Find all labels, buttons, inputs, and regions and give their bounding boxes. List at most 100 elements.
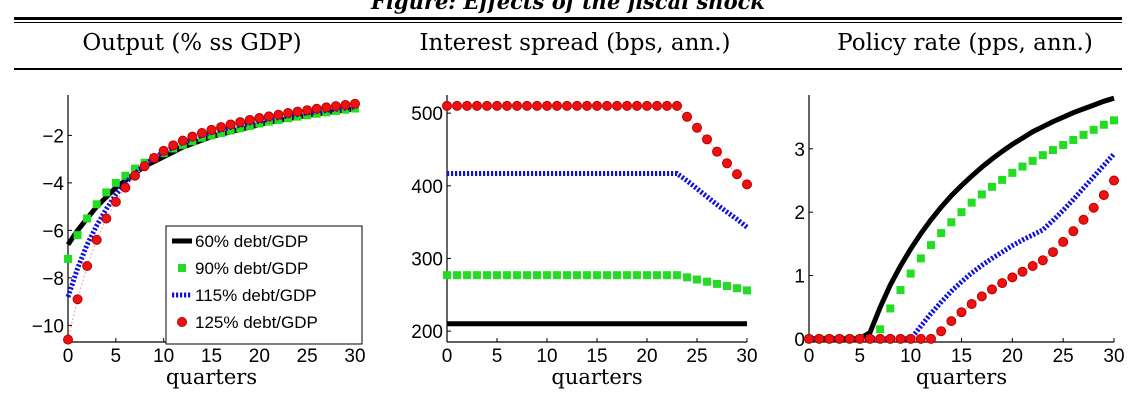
data-point bbox=[927, 241, 935, 250]
data-point bbox=[876, 325, 885, 334]
data-point bbox=[582, 100, 592, 111]
data-point bbox=[462, 100, 472, 111]
legend-entry-label: 60% debt/GDP bbox=[195, 232, 308, 251]
x-tick-label: 10 bbox=[153, 346, 174, 367]
data-point bbox=[236, 124, 245, 133]
x-tick-label: 15 bbox=[586, 346, 607, 367]
x-tick-label: 0 bbox=[442, 346, 453, 367]
data-point bbox=[1049, 146, 1057, 155]
data-point bbox=[673, 271, 681, 280]
data-point bbox=[703, 277, 711, 286]
data-point bbox=[1078, 214, 1089, 225]
data-point bbox=[523, 271, 531, 280]
data-point bbox=[492, 100, 502, 111]
data-point bbox=[92, 200, 101, 209]
data-point bbox=[865, 333, 875, 344]
data-point bbox=[713, 279, 721, 288]
data-point bbox=[1069, 135, 1078, 144]
header-bottom-rule bbox=[14, 68, 1122, 70]
x-tick-label: 25 bbox=[686, 346, 707, 367]
data-point bbox=[603, 271, 611, 280]
data-point bbox=[956, 307, 967, 318]
data-point bbox=[844, 333, 855, 344]
y-tick-label: 2 bbox=[794, 203, 805, 224]
data-point bbox=[937, 229, 946, 238]
data-point bbox=[452, 100, 462, 111]
data-point bbox=[129, 170, 140, 181]
x-tick-label: 5 bbox=[492, 346, 503, 367]
data-point bbox=[723, 282, 731, 291]
data-point bbox=[572, 100, 582, 111]
data-point bbox=[875, 333, 886, 344]
x-tick-label: 20 bbox=[636, 346, 657, 367]
data-point bbox=[854, 333, 865, 344]
legend-entry-label: 125% debt/GDP bbox=[195, 313, 318, 332]
chart-panel-1: 0 5 10 15 20 25 30 200 300 400 500 quarters bbox=[411, 95, 758, 389]
data-point bbox=[168, 140, 179, 151]
figure-heading-text: Figure: Effects of the fiscal shock bbox=[371, 0, 765, 14]
data-point bbox=[593, 271, 601, 280]
data-point bbox=[532, 100, 542, 111]
data-point bbox=[64, 254, 72, 263]
data-point bbox=[573, 271, 581, 280]
y-tick-label: −4 bbox=[42, 174, 64, 195]
data-point bbox=[463, 271, 471, 280]
data-point bbox=[120, 182, 131, 193]
legend: 60% debt/GDP 90% debt/GDP 115% debt/GDP 125… bbox=[165, 225, 363, 345]
data-point bbox=[482, 100, 492, 111]
legend-swatch bbox=[177, 317, 187, 327]
legend-entry-label: 115% debt/GDP bbox=[195, 286, 317, 305]
top-rule-thick bbox=[14, 17, 1122, 20]
data-point bbox=[632, 100, 642, 111]
data-point bbox=[1048, 247, 1058, 258]
data-point bbox=[91, 234, 102, 245]
data-point bbox=[283, 108, 294, 119]
data-point bbox=[1058, 236, 1069, 247]
data-point bbox=[149, 152, 160, 163]
data-point bbox=[592, 100, 602, 111]
data-point bbox=[1018, 162, 1027, 171]
data-point bbox=[177, 135, 188, 146]
data-point bbox=[1068, 226, 1079, 237]
series-3 bbox=[63, 98, 360, 345]
y-tick-label: −8 bbox=[42, 269, 64, 290]
data-point bbox=[284, 114, 293, 123]
data-point bbox=[562, 100, 572, 111]
series-line bbox=[447, 171, 749, 230]
series-line bbox=[809, 95, 1115, 342]
y-tick-label: 0 bbox=[794, 330, 805, 351]
y-tick-label: 3 bbox=[794, 140, 805, 161]
x-axis-title: quarters bbox=[916, 365, 1007, 389]
panel-title-output: Output (% ss GDP) bbox=[82, 30, 302, 56]
data-point bbox=[542, 100, 552, 111]
data-point bbox=[217, 129, 226, 137]
data-point bbox=[692, 122, 702, 133]
data-point bbox=[1037, 255, 1048, 266]
data-point bbox=[733, 284, 741, 293]
data-point bbox=[946, 316, 957, 327]
data-point bbox=[693, 275, 701, 284]
data-point bbox=[936, 326, 947, 337]
data-point bbox=[563, 271, 571, 280]
data-point bbox=[302, 105, 313, 116]
data-point bbox=[472, 100, 482, 111]
data-point bbox=[722, 158, 732, 169]
data-point bbox=[235, 117, 246, 128]
data-point bbox=[101, 213, 112, 224]
data-point bbox=[63, 334, 73, 345]
data-point bbox=[804, 333, 814, 344]
data-point bbox=[158, 145, 169, 156]
data-point bbox=[83, 214, 92, 223]
data-point bbox=[663, 271, 671, 280]
data-point bbox=[311, 103, 322, 114]
chart-panel-2: 0 5 10 15 20 25 30 0 1 2 3 quarters bbox=[794, 95, 1125, 389]
data-point bbox=[672, 100, 682, 111]
data-point bbox=[473, 271, 481, 280]
data-point bbox=[273, 109, 284, 120]
data-point bbox=[886, 304, 895, 313]
data-point bbox=[1007, 272, 1018, 283]
data-point bbox=[340, 99, 351, 110]
data-point bbox=[834, 333, 845, 344]
top-rule-thin bbox=[14, 22, 1122, 23]
data-point bbox=[1017, 266, 1028, 277]
